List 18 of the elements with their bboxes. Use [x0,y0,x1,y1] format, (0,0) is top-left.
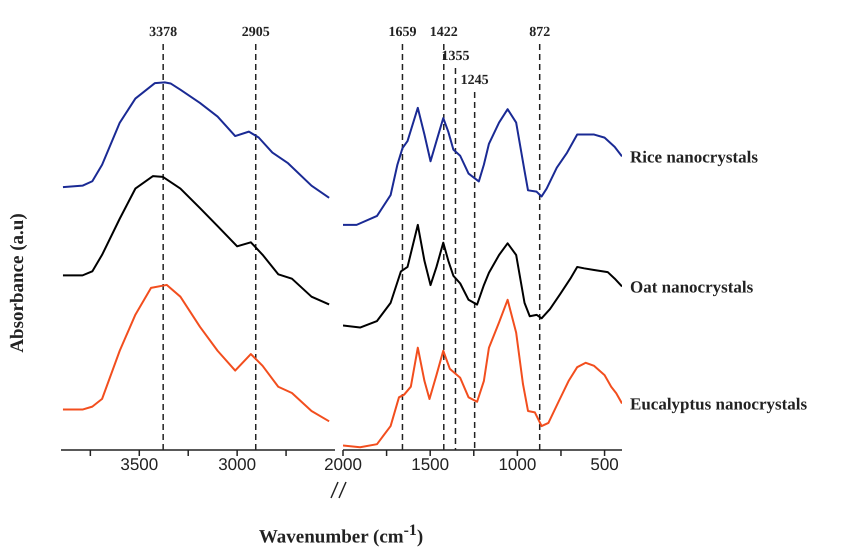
ref-line-label: 2905 [242,25,270,40]
ref-line-label: 1659 [388,25,416,40]
ref-line-label: 872 [529,25,550,40]
x-axis-title: Wavenumber (cm$^{-1}$) [258,521,424,550]
y-axis-title: Absorbance (a.u) [7,213,29,353]
x-tick-label: 2000 [324,455,362,474]
series-label: Rice nanocrystals [630,147,758,166]
ref-line-label: 3378 [149,25,178,40]
x-tick-label: 1000 [498,455,536,474]
ref-line-label: 1422 [430,25,458,40]
series-label: Oat nanocrystals [630,277,754,296]
series-label: Eucalyptus nanocrystals [630,394,808,414]
x-tick-label: 1500 [411,455,450,474]
ref-line-label: 1355 [441,49,470,64]
x-tick-label: 3500 [120,455,158,474]
x-tick-label: 500 [590,455,619,474]
ref-line-label: 1245 [460,73,489,88]
x-tick-label: 3000 [218,455,256,474]
